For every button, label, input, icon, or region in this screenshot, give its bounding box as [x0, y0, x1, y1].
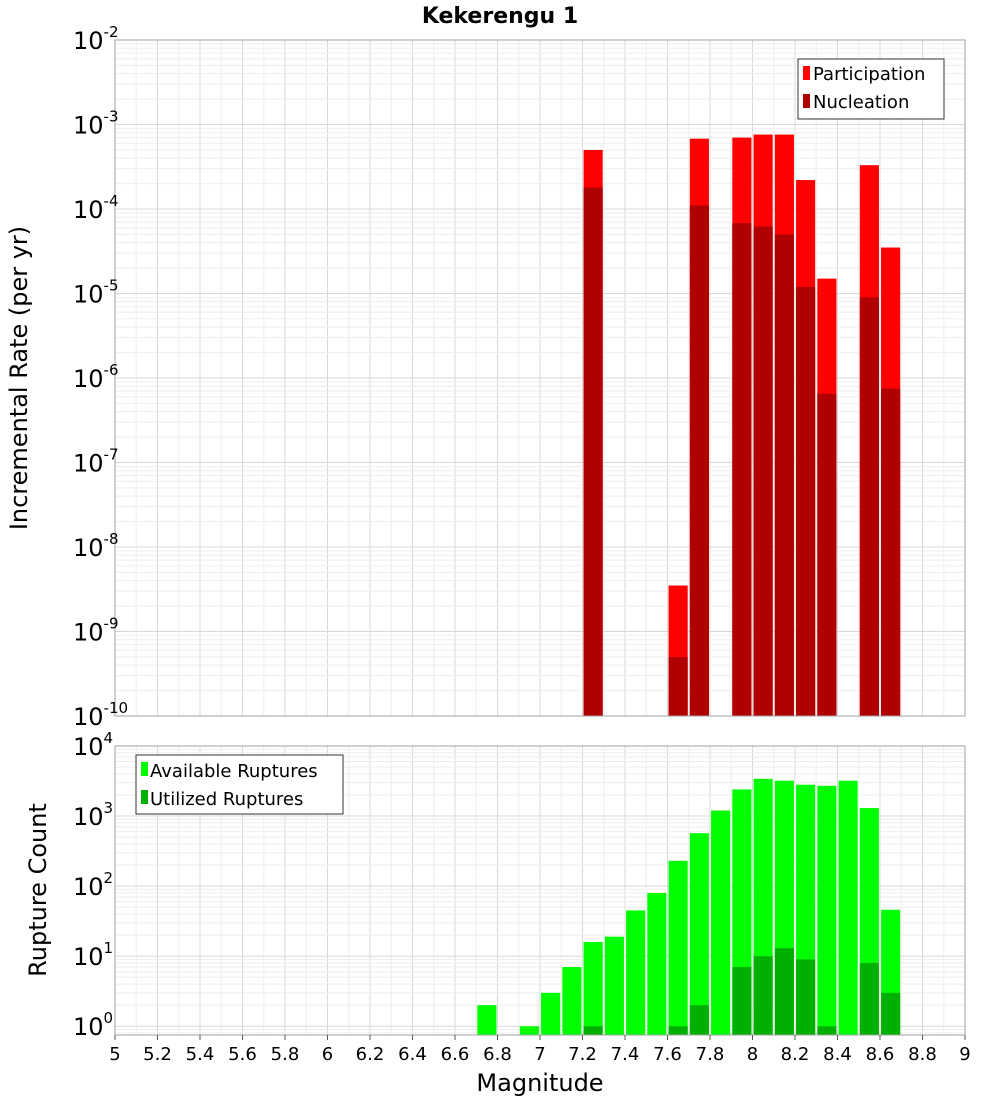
rate-plot-border: [114, 39, 966, 717]
x-tick-label: 6.2: [356, 1044, 385, 1065]
count-a-bar: [817, 785, 837, 1035]
rate-b-bar: [689, 205, 709, 716]
available-legend-label: Available Ruptures: [150, 761, 318, 782]
count-a-bar: [519, 1026, 539, 1035]
x-tick-label: 7.4: [611, 1044, 640, 1065]
count-legend: Available Ruptures Utilized Ruptures: [135, 754, 344, 815]
count-a-bar: [541, 992, 561, 1035]
rate-y-tick-label: 10-6: [73, 361, 119, 393]
rate-b-bar: [668, 656, 688, 716]
rate-legend: Participation Nucleation: [797, 58, 945, 120]
count-b-bar: [817, 1026, 837, 1035]
rate-y-axis-label: Incremental Rate (per yr): [5, 226, 33, 530]
count-a-bar: [689, 833, 709, 1035]
x-tick-label: 8.4: [823, 1044, 852, 1065]
magnitude-x-axis-label: Magnitude: [476, 1069, 603, 1097]
rate-y-tick-label: 10-10: [73, 699, 128, 731]
nucleation-legend-swatch: [803, 94, 810, 108]
rate-y-tick-label: 10-2: [73, 23, 119, 55]
magnitude-x-ticks: 5 5.2 5.4 5.6 5.8 6 6.2 6.4 6.6 6.8 7 7.2 7.4 7.6 7.8 8…: [109, 1035, 971, 1065]
rate-bars: [583, 134, 901, 717]
count-a-bar: [838, 780, 858, 1035]
rate-y-tick-label: 10-4: [73, 192, 119, 224]
count-y-tick-label: 101: [73, 939, 113, 971]
count-a-bar: [711, 810, 731, 1035]
x-tick-label: 8.2: [781, 1044, 810, 1065]
x-tick-label: 7.6: [653, 1044, 682, 1065]
x-tick-label: 6: [322, 1044, 333, 1065]
rate-panel: 10-10 10-9 10-8 10-7 10-6 10-5 10-4 10-3 10-2 In…: [5, 23, 966, 731]
available-legend-swatch: [141, 762, 148, 776]
x-tick-label: 9: [959, 1044, 970, 1065]
count-a-bar: [583, 941, 603, 1035]
count-a-bar: [626, 910, 646, 1035]
count-a-bar: [668, 860, 688, 1035]
count-a-bar: [477, 1005, 497, 1035]
rate-y-ticks: 10-10 10-9 10-8 10-7 10-6 10-5 10-4 10-3 10-2: [73, 23, 128, 731]
x-tick-label: 8.8: [908, 1044, 937, 1065]
count-a-bar: [647, 892, 667, 1035]
x-tick-label: 8.6: [866, 1044, 895, 1065]
count-a-bar: [604, 936, 624, 1035]
x-tick-label: 8: [747, 1044, 758, 1065]
rate-b-bar: [583, 187, 603, 717]
count-legend-box: [135, 754, 344, 815]
x-tick-label: 6.4: [398, 1044, 427, 1065]
x-tick-label: 5.4: [186, 1044, 215, 1065]
count-b-bar: [583, 1026, 603, 1035]
count-panel: 100 101 102 103 104 5 5.2 5.4 5.6 5.8 6 6.2 6.4 6.6 6…: [24, 729, 971, 1097]
rate-b-bar: [753, 226, 773, 716]
rate-b-bar: [774, 234, 794, 717]
count-y-tick-label: 104: [73, 729, 113, 761]
x-tick-label: 5.8: [271, 1044, 300, 1065]
count-y-tick-label: 103: [73, 799, 113, 831]
x-tick-label: 6.6: [441, 1044, 470, 1065]
x-tick-label: 7.2: [568, 1044, 597, 1065]
count-b-bar: [774, 948, 794, 1035]
rate-y-tick-label: 10-9: [73, 615, 119, 647]
count-b-bar: [689, 1005, 709, 1035]
count-a-bar: [562, 967, 582, 1035]
rate-b-bar: [881, 388, 901, 716]
rate-grid: [114, 39, 966, 717]
utilized-legend-label: Utilized Ruptures: [150, 789, 303, 810]
participation-legend-swatch: [803, 66, 810, 80]
x-tick-label: 5: [109, 1044, 120, 1065]
nucleation-legend-label: Nucleation: [813, 92, 909, 113]
count-b-bar: [796, 959, 816, 1035]
count-y-tick-label: 102: [73, 869, 113, 901]
rate-b-bar: [732, 223, 752, 716]
count-b-bar: [881, 992, 901, 1035]
rate-y-tick-label: 10-8: [73, 530, 119, 562]
chart-title: Kekerengu 1: [422, 4, 578, 29]
x-tick-label: 5.2: [143, 1044, 172, 1065]
count-y-tick-label: 100: [73, 1009, 113, 1041]
x-tick-label: 7: [534, 1044, 545, 1065]
count-y-ticks: 100 101 102 103 104: [73, 729, 113, 1041]
rate-b-bar: [817, 393, 837, 716]
count-b-bar: [668, 1026, 688, 1035]
rate-y-tick-label: 10-5: [73, 277, 119, 309]
count-b-bar: [753, 956, 773, 1035]
rate-b-bar: [859, 297, 879, 716]
rate-y-tick-label: 10-7: [73, 446, 119, 478]
x-tick-label: 7.8: [696, 1044, 725, 1065]
participation-legend-label: Participation: [813, 64, 925, 85]
rate-legend-box: [797, 58, 945, 120]
utilized-legend-swatch: [141, 790, 148, 804]
rate-y-tick-label: 10-3: [73, 108, 119, 140]
count-bars: [477, 778, 901, 1035]
count-b-bar: [859, 962, 879, 1035]
x-tick-label: 5.6: [228, 1044, 257, 1065]
count-y-axis-label: Rupture Count: [24, 803, 52, 977]
x-tick-label: 6.8: [483, 1044, 512, 1065]
count-b-bar: [732, 967, 752, 1035]
rate-b-bar: [796, 286, 816, 716]
